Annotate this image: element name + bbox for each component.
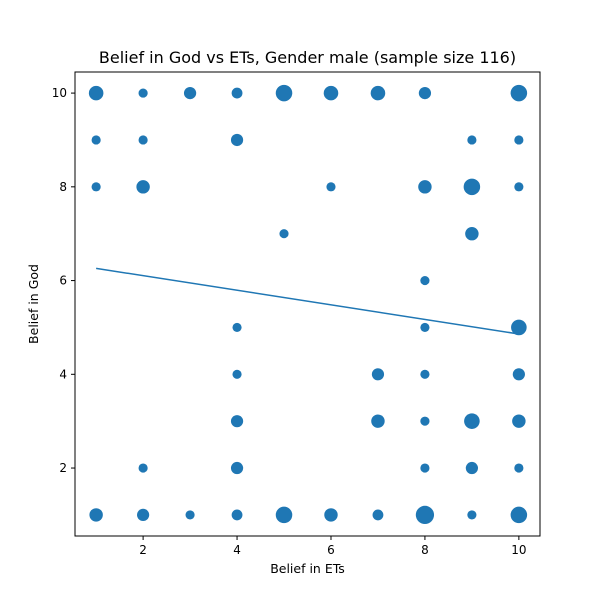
data-point	[511, 319, 527, 336]
data-point	[510, 84, 528, 102]
data-point	[91, 135, 101, 145]
data-point	[232, 369, 242, 379]
data-point	[467, 135, 477, 145]
data-point	[371, 414, 385, 428]
data-point	[185, 510, 195, 520]
trendline	[96, 267, 519, 335]
data-point	[514, 463, 524, 473]
data-point	[279, 229, 289, 239]
data-point	[137, 508, 150, 522]
points-layer	[88, 84, 528, 525]
data-point	[230, 133, 244, 147]
data-point	[463, 178, 481, 196]
x-tick-label: 6	[327, 543, 335, 557]
y-axis-label: Belief in God	[26, 264, 41, 344]
x-axis-label: Belief in ETs	[270, 561, 345, 576]
y-axis-ticks: 2 4 6 8 10	[52, 86, 75, 475]
data-point	[464, 413, 480, 429]
y-tick-label: 6	[59, 274, 67, 288]
data-point	[138, 88, 148, 98]
data-point	[467, 510, 477, 520]
data-point	[420, 322, 430, 333]
data-point	[275, 506, 293, 524]
data-point	[372, 509, 384, 521]
data-point	[323, 85, 339, 101]
data-point	[415, 505, 435, 525]
data-point	[136, 180, 150, 194]
y-tick-label: 8	[59, 180, 67, 194]
data-point	[326, 182, 336, 192]
data-point	[420, 463, 430, 473]
x-tick-label: 4	[233, 543, 241, 557]
data-point	[510, 506, 528, 524]
data-point	[514, 182, 524, 192]
data-point	[420, 275, 430, 286]
data-point	[512, 414, 526, 428]
data-point	[420, 369, 430, 379]
chart-title: Belief in God vs ETs, Gender male (sampl…	[99, 48, 516, 67]
data-point	[371, 368, 385, 381]
data-point	[138, 135, 148, 145]
data-point	[183, 86, 197, 100]
data-point	[231, 87, 243, 99]
data-point	[465, 461, 478, 475]
data-point	[370, 85, 386, 101]
data-point	[88, 85, 104, 101]
data-point	[512, 368, 525, 381]
x-tick-label: 8	[421, 543, 429, 557]
trendline-layer	[96, 267, 519, 335]
x-tick-label: 10	[511, 543, 526, 557]
data-point	[89, 508, 103, 522]
plot-frame	[74, 71, 541, 537]
data-point	[230, 461, 244, 475]
data-point	[232, 322, 242, 333]
data-point	[324, 508, 338, 522]
x-tick-label: 2	[139, 543, 147, 557]
data-point	[138, 463, 148, 473]
data-point	[465, 226, 479, 241]
data-point	[418, 86, 432, 100]
data-point	[231, 509, 243, 521]
data-point	[91, 182, 101, 192]
data-point	[275, 84, 293, 102]
data-point	[420, 416, 430, 426]
x-axis-ticks: 2 4 6 8 10	[139, 536, 527, 557]
data-point	[230, 415, 244, 428]
data-point	[418, 180, 432, 194]
data-point	[514, 135, 524, 145]
y-tick-label: 10	[52, 86, 67, 100]
y-tick-label: 2	[59, 461, 67, 475]
y-tick-label: 4	[59, 367, 67, 381]
